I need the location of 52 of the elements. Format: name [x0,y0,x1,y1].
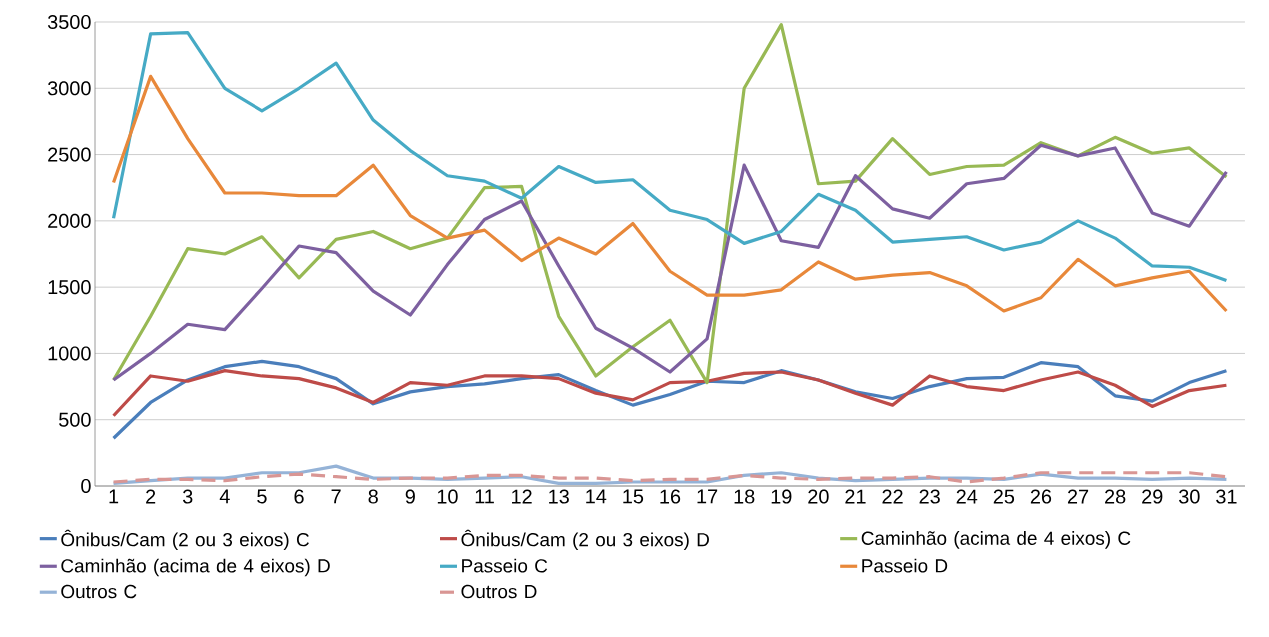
x-tick-label: 17 [697,489,718,504]
x-tick-label: 16 [660,489,681,504]
x-tick-label: 22 [882,489,903,504]
x-tick-label: 14 [586,489,607,504]
legend-label: Outros C [61,584,137,599]
line-series [111,23,1229,385]
x-tick-label: 6 [294,489,304,504]
x-tick-label: 29 [1142,489,1163,504]
y-tick-label: 0 [81,478,91,494]
x-tick-label: 12 [512,489,532,504]
legend-label: Ônibus/Cam (2 ou 3 eixos) D [461,529,709,551]
x-tick-label: 5 [257,489,267,504]
x-tick-label: 9 [405,489,415,504]
x-tick-label: 26 [1030,489,1052,504]
line-series [111,74,1229,313]
x-tick-label: 8 [368,489,378,504]
y-tick-label: 3000 [47,81,91,96]
y-tick-label: 2500 [48,147,91,162]
y-tick-label: 500 [59,412,91,427]
x-tick-label: 1 [109,489,119,504]
x-tick-label: 15 [623,489,644,504]
x-tick-label: 25 [993,489,1015,504]
y-tick-label: 1000 [48,346,91,361]
x-tick-label: 31 [1216,489,1237,504]
legend-label: Caminhão (acima de 4 eixos) C [861,531,1131,549]
x-tick-label: 21 [845,489,866,504]
y-tick-label: 1500 [48,280,91,295]
x-tick-label: 4 [219,489,230,504]
x-tick-label: 28 [1105,489,1126,504]
x-tick-label: 7 [331,489,341,504]
line-series [111,143,1229,382]
x-tick-label: 13 [549,489,569,504]
x-tick-label: 3 [182,489,193,504]
legend-label: Caminhão (acima de 4 eixos) D [61,558,330,577]
x-tick-label: 11 [475,489,494,504]
y-tick-label: 2000 [48,213,91,228]
legend-label: Passeio D [862,558,948,573]
x-tick-label: 19 [771,489,792,504]
y-tick-label: 3500 [47,14,91,30]
x-tick-label: 24 [956,489,978,504]
x-tick-label: 18 [734,489,755,504]
line-series [111,31,1229,283]
x-tick-label: 23 [919,489,940,504]
x-tick-label: 10 [437,489,458,504]
x-tick-label: 2 [146,489,156,504]
legend-label: Passeio C [462,558,548,573]
x-tick-label: 30 [1179,489,1200,504]
legend-label: Ônibus/Cam (2 ou 3 eixos) C [61,529,309,551]
x-tick-label: 27 [1067,489,1089,504]
line-series [111,369,1229,418]
legend-label: Outros D [461,584,537,599]
x-tick-label: 20 [808,489,829,504]
